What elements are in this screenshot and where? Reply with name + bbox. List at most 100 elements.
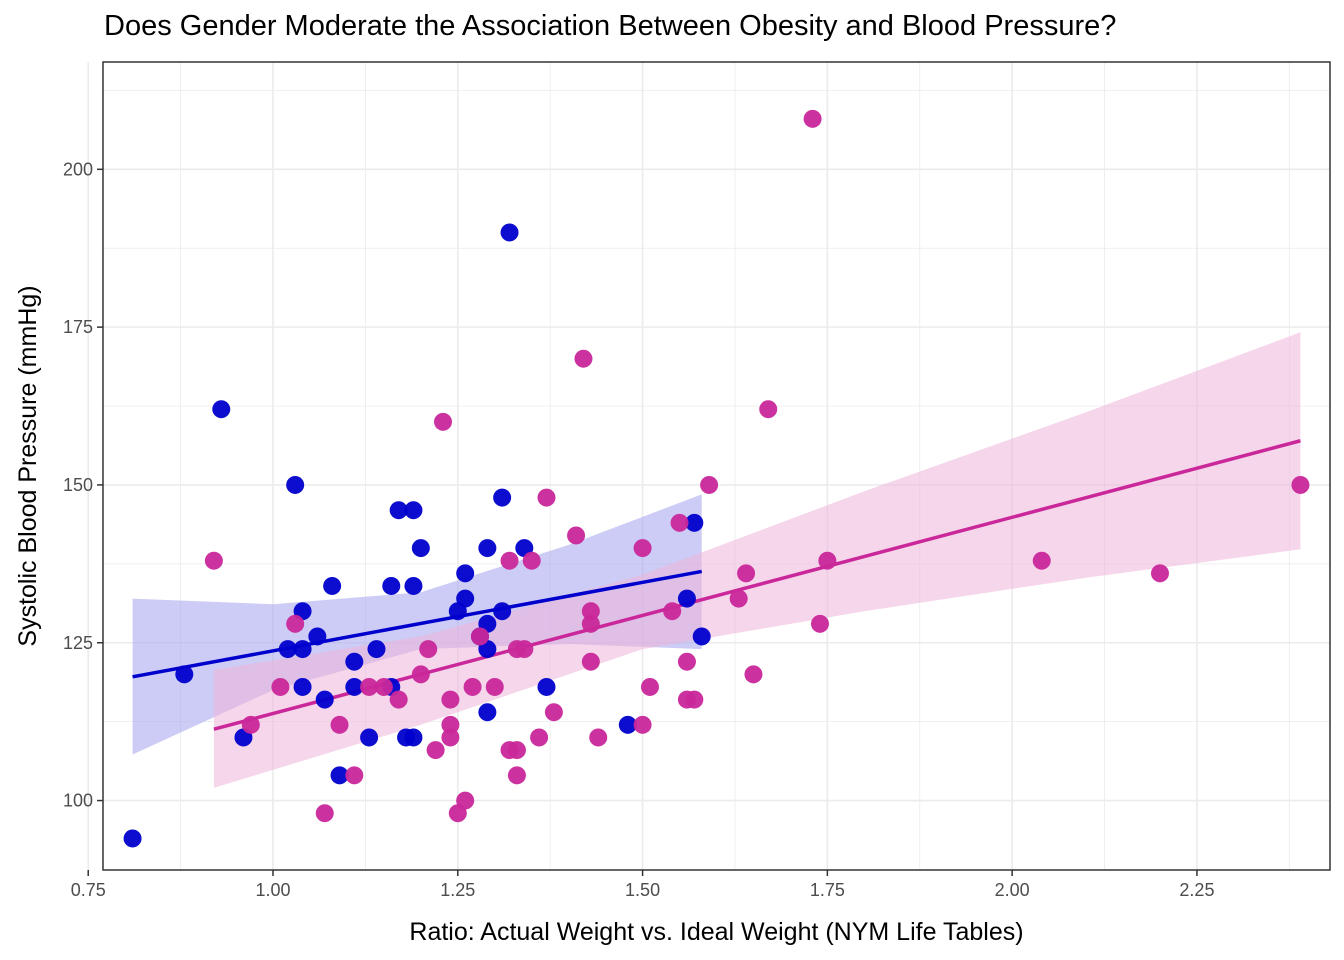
data-point-series-1 bbox=[382, 576, 401, 595]
data-point-series-1 bbox=[493, 602, 512, 621]
data-point-series-1 bbox=[315, 690, 334, 709]
data-point-series-2 bbox=[485, 677, 504, 696]
data-point-series-2 bbox=[411, 665, 430, 684]
x-tick-label: 1.25 bbox=[440, 880, 475, 900]
data-point-series-2 bbox=[530, 728, 549, 747]
data-point-series-2 bbox=[803, 109, 822, 128]
data-point-series-1 bbox=[404, 576, 423, 595]
data-point-series-2 bbox=[507, 741, 526, 760]
data-point-series-1 bbox=[330, 766, 349, 785]
x-axis-title: Ratio: Actual Weight vs. Ideal Weight (N… bbox=[409, 918, 1023, 946]
data-point-series-2 bbox=[330, 715, 349, 734]
data-points bbox=[123, 109, 1310, 848]
data-point-series-1 bbox=[478, 703, 497, 722]
data-point-series-2 bbox=[818, 551, 837, 570]
x-tick-label: 2.00 bbox=[995, 880, 1030, 900]
data-point-series-2 bbox=[360, 677, 379, 696]
data-point-series-2 bbox=[389, 690, 408, 709]
data-point-series-1 bbox=[293, 677, 312, 696]
data-point-series-1 bbox=[345, 677, 364, 696]
data-point-series-1 bbox=[478, 539, 497, 558]
data-point-series-2 bbox=[374, 677, 393, 696]
data-point-series-1 bbox=[404, 728, 423, 747]
data-point-series-2 bbox=[810, 614, 829, 633]
data-point-series-2 bbox=[1291, 475, 1310, 494]
data-point-series-2 bbox=[507, 766, 526, 785]
data-point-series-2 bbox=[700, 475, 719, 494]
x-tick-label: 0.75 bbox=[71, 880, 106, 900]
data-point-series-2 bbox=[463, 677, 482, 696]
data-point-series-2 bbox=[441, 690, 460, 709]
confidence-band-series-2 bbox=[213, 332, 1301, 788]
data-point-series-2 bbox=[345, 766, 364, 785]
data-point-series-2 bbox=[574, 349, 593, 368]
data-point-series-2 bbox=[522, 551, 541, 570]
data-point-series-2 bbox=[470, 627, 489, 646]
data-point-series-1 bbox=[537, 677, 556, 696]
y-tick-label: 200 bbox=[63, 159, 93, 179]
data-point-series-2 bbox=[241, 715, 260, 734]
data-point-series-1 bbox=[323, 576, 342, 595]
data-point-series-2 bbox=[759, 400, 778, 419]
axis-ticks: 0.75 1.00 1.25 1.50 1.75 2.00 2.25 100 125 150 175… bbox=[63, 159, 1215, 900]
data-point-series-1 bbox=[293, 640, 312, 659]
y-tick-label: 175 bbox=[63, 317, 93, 337]
data-point-series-2 bbox=[729, 589, 748, 608]
data-point-series-1 bbox=[685, 513, 704, 532]
x-tick-label: 1.00 bbox=[255, 880, 290, 900]
x-tick-label: 2.25 bbox=[1179, 880, 1214, 900]
data-point-series-2 bbox=[271, 677, 290, 696]
data-point-series-2 bbox=[677, 652, 696, 671]
data-point-series-2 bbox=[581, 614, 600, 633]
y-tick-label: 150 bbox=[63, 475, 93, 495]
data-point-series-1 bbox=[175, 665, 194, 684]
data-point-series-2 bbox=[315, 804, 334, 823]
data-point-series-1 bbox=[123, 829, 142, 848]
data-point-series-1 bbox=[456, 589, 475, 608]
y-tick-label: 125 bbox=[63, 633, 93, 653]
confidence-bands bbox=[132, 332, 1301, 788]
data-point-series-2 bbox=[581, 602, 600, 621]
data-point-series-1 bbox=[618, 715, 637, 734]
data-point-series-2 bbox=[633, 539, 652, 558]
data-point-series-1 bbox=[411, 539, 430, 558]
data-point-series-2 bbox=[286, 614, 305, 633]
data-point-series-1 bbox=[308, 627, 327, 646]
data-point-series-2 bbox=[663, 602, 682, 621]
x-tick-label: 1.50 bbox=[625, 880, 660, 900]
y-tick-label: 100 bbox=[63, 791, 93, 811]
data-point-series-1 bbox=[389, 501, 408, 520]
data-point-series-1 bbox=[278, 640, 297, 659]
data-point-series-2 bbox=[500, 551, 519, 570]
data-point-series-1 bbox=[692, 627, 711, 646]
data-point-series-2 bbox=[544, 703, 563, 722]
data-point-series-2 bbox=[515, 640, 534, 659]
data-point-series-2 bbox=[441, 715, 460, 734]
data-point-series-1 bbox=[367, 640, 386, 659]
data-point-series-1 bbox=[212, 400, 231, 419]
data-point-series-1 bbox=[360, 728, 379, 747]
data-point-series-1 bbox=[404, 501, 423, 520]
data-point-series-2 bbox=[581, 652, 600, 671]
data-point-series-2 bbox=[419, 640, 438, 659]
chart-title: Does Gender Moderate the Association Bet… bbox=[104, 10, 1117, 42]
data-point-series-1 bbox=[345, 652, 364, 671]
data-point-series-2 bbox=[1032, 551, 1051, 570]
data-point-series-2 bbox=[426, 741, 445, 760]
data-point-series-1 bbox=[456, 564, 475, 583]
data-point-series-1 bbox=[493, 488, 512, 507]
data-point-series-2 bbox=[204, 551, 223, 570]
data-point-series-1 bbox=[677, 589, 696, 608]
data-point-series-2 bbox=[537, 488, 556, 507]
data-point-series-2 bbox=[1150, 564, 1169, 583]
data-point-series-2 bbox=[567, 526, 586, 545]
data-point-series-2 bbox=[685, 690, 704, 709]
data-point-series-2 bbox=[640, 677, 659, 696]
data-point-series-2 bbox=[441, 728, 460, 747]
regression-line-series-1 bbox=[132, 569, 703, 679]
panel-border bbox=[102, 61, 1331, 871]
data-point-series-1 bbox=[500, 223, 519, 242]
data-point-series-2 bbox=[456, 791, 475, 810]
data-point-series-2 bbox=[633, 715, 652, 734]
